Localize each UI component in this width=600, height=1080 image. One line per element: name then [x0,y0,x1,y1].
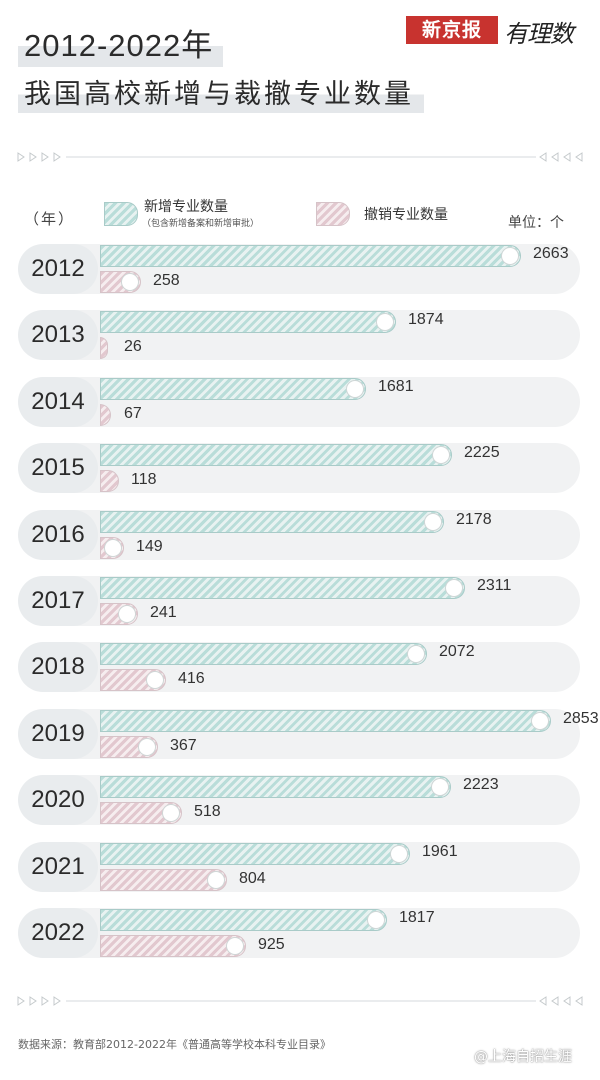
value-label-new-2017: 2311 [477,577,512,594]
bar-new-2013 [100,311,396,333]
bar-del-2015 [100,470,119,492]
bar-new-2016 [100,511,444,533]
year-label: 2019 [18,709,98,759]
year-label: 2016 [18,510,98,560]
value-label-del-2014: 67 [124,405,142,422]
year-label: 2017 [18,576,98,626]
bar-end-dot [163,805,179,821]
year-label: 2014 [18,377,98,427]
bar-del-2020 [100,802,182,824]
value-label-del-2021: 804 [239,870,266,887]
year-label: 2018 [18,642,98,692]
year-label: 2022 [18,908,98,958]
chart-title-years: 2012-2022年 [18,20,224,67]
bar-end-dot [446,580,462,596]
year-label: 2015 [18,443,98,493]
bar-end-dot [105,540,121,556]
year-label: 2012 [18,244,98,294]
value-label-new-2020: 2223 [463,776,499,793]
bar-new-2022 [100,909,387,931]
value-label-del-2012: 258 [153,272,180,289]
bar-del-2022 [100,935,246,957]
legend-swatch-new [104,202,138,226]
value-label-del-2017: 241 [150,604,177,621]
bar-new-2012 [100,245,521,267]
bar-new-2015 [100,444,452,466]
watermark: @上海自招生涯 [474,1049,572,1065]
value-label-new-2021: 1961 [422,843,458,860]
bar-end-dot [139,739,155,755]
bar-end-dot [432,779,448,795]
bar-end-dot [347,381,363,397]
value-label-new-2018: 2072 [439,643,475,660]
legend-new-sublabel: （包含新增备案和新增审批） [142,219,260,229]
value-label-new-2014: 1681 [378,378,414,395]
bar-end-dot [377,314,393,330]
value-label-new-2016: 2178 [456,511,492,528]
legend-swatch-del [316,202,350,226]
value-label-del-2018: 416 [178,670,205,687]
bar-new-2014 [100,378,366,400]
value-label-del-2015: 118 [131,471,157,488]
value-label-new-2022: 1817 [399,909,435,926]
bar-end-dot [425,514,441,530]
bar-end-dot [208,872,224,888]
bar-end-dot [433,447,449,463]
year-label: 2021 [18,842,98,892]
value-label-new-2013: 1874 [408,311,444,328]
bar-new-2019 [100,710,551,732]
legend-del-label: 撤销专业数量 [364,207,448,223]
bar-end-dot [368,912,384,928]
bar-end-dot [408,646,424,662]
bar-end-dot [119,606,135,622]
bar-new-2021 [100,843,410,865]
bar-end-dot [532,713,548,729]
bar-end-dot [391,846,407,862]
year-axis-label: （年） [24,210,76,228]
year-label: 2020 [18,775,98,825]
brand-logo: 新京报 有理数 [406,14,586,48]
bar-new-2017 [100,577,465,599]
value-label-del-2022: 925 [258,936,285,953]
unit-label: 单位：个 [508,215,564,231]
bar-end-dot [147,672,163,688]
bar-end-dot [502,248,518,264]
value-label-del-2019: 367 [170,737,197,754]
bar-new-2018 [100,643,427,665]
value-label-del-2013: 26 [124,338,142,355]
bar-del-2021 [100,869,227,891]
bar-end-dot [122,274,138,290]
bottom-divider [17,996,583,1006]
chart-title: 我国高校新增与裁撤专业数量 [18,72,424,113]
value-label-del-2020: 518 [194,803,221,820]
logo-script: 有理数 [504,20,574,48]
value-label-new-2015: 2225 [464,444,500,461]
value-label-new-2012: 2663 [533,245,569,262]
bar-new-2020 [100,776,451,798]
logo-text: 新京报 [406,16,498,44]
bar-end-dot [227,938,243,954]
value-label-del-2016: 149 [136,538,163,555]
year-label: 2013 [18,310,98,360]
data-source: 数据来源：教育部2012-2022年《普通高等学校本科专业目录》 [18,1038,331,1051]
value-label-new-2019: 2853 [563,710,599,727]
top-divider [17,152,583,162]
legend-new-label: 新增专业数量 [144,199,228,215]
